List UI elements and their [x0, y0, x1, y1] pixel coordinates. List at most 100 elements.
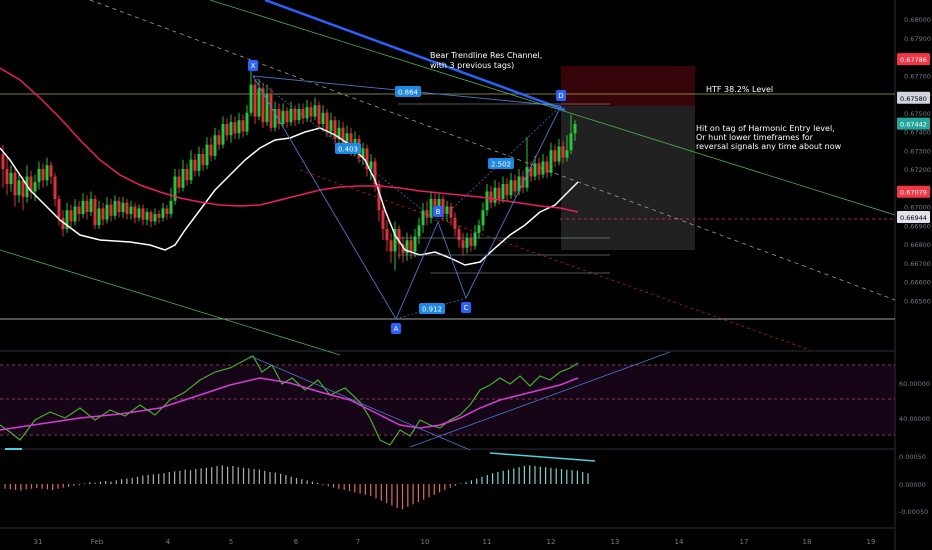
harmonic-leg: [437, 221, 467, 299]
candle-body: [489, 191, 493, 203]
candle-body: [313, 105, 317, 117]
candle-body: [109, 204, 113, 216]
red-dashed-line: [299, 169, 811, 351]
candle-body: [417, 225, 421, 237]
harmonic-ratio-label: 0.864: [398, 89, 419, 97]
candle-body: [53, 176, 57, 199]
harmonic-point-d-badge: [556, 90, 566, 101]
candle-body: [177, 176, 181, 188]
histogram-tick-label: -0.00050: [899, 508, 928, 516]
time-tick-label: 11: [483, 538, 492, 546]
histogram-tick-label: 0.00000: [899, 481, 926, 489]
candle-body: [161, 208, 165, 218]
candle-body: [33, 182, 37, 192]
candle-body: [449, 206, 453, 218]
harmonic-ratio-badge: [335, 143, 361, 154]
candle-body: [149, 212, 153, 222]
candle-body: [453, 217, 457, 229]
candle-body: [1, 154, 5, 169]
candle-body: [373, 161, 377, 184]
candle-body: [261, 88, 265, 123]
candle-body: [341, 127, 345, 145]
channel-upper-line: [209, 0, 896, 216]
candle-body: [369, 161, 373, 169]
candle-body: [49, 165, 53, 177]
candle-body: [169, 200, 173, 214]
candle-body: [297, 109, 301, 121]
bear-trendline: [264, 0, 566, 112]
candle-body: [493, 187, 497, 203]
price-tick-label: 0.67900: [904, 35, 931, 43]
harmonic-point-b-label: B: [436, 208, 441, 216]
harmonic-ratio-label: 0.403: [338, 146, 358, 154]
harmonic-point-c-badge: [461, 302, 471, 313]
sma-line: [0, 67, 579, 213]
candle-body: [77, 206, 81, 214]
annotation-entry-3: reversal signals any time about now: [696, 142, 842, 151]
harmonic-leg: [252, 75, 397, 320]
candle-body: [185, 169, 189, 181]
candle-body: [517, 176, 521, 192]
candle-body: [573, 124, 577, 134]
oscillator-tick-label: 60.00000: [899, 380, 930, 388]
candle-body: [213, 135, 217, 156]
candle-body: [381, 210, 385, 229]
candle-body: [265, 94, 269, 123]
candle-body: [425, 210, 429, 218]
candle-body: [249, 84, 253, 113]
price-tick-label: 0.66800: [904, 241, 931, 249]
candle-body: [469, 238, 473, 246]
candle-body: [201, 154, 205, 166]
harmonic-ratio-badge: [419, 303, 445, 314]
harmonic-point-c-label: C: [464, 304, 469, 312]
candle-body: [133, 206, 137, 218]
candle-body: [145, 212, 149, 220]
candle-body: [173, 176, 177, 201]
candle-body: [269, 94, 273, 128]
candle-body: [429, 199, 433, 218]
candle-body: [125, 202, 129, 214]
histogram-pane: [4, 448, 596, 510]
candle-body: [65, 210, 69, 229]
histogram-tick-label: 0.00050: [899, 453, 926, 461]
annotation-entry-2: Or hunt lower timeframes for: [696, 133, 814, 142]
price-tick-label: 0.66700: [904, 260, 931, 268]
indicators-layer: [0, 67, 579, 266]
last-price-label: 0.67442: [900, 121, 927, 129]
candle-body: [509, 180, 513, 196]
candle-body: [329, 120, 333, 132]
candles-layer: [1, 65, 577, 271]
candle-body: [541, 161, 545, 175]
candle-body: [165, 208, 169, 214]
candle-body: [237, 120, 241, 134]
time-tick-label: 5: [229, 538, 233, 546]
candle-body: [389, 240, 393, 252]
candle-body: [69, 210, 73, 222]
drawings-layer: [0, 0, 896, 356]
candle-body: [409, 240, 413, 252]
candle-body: [45, 165, 49, 181]
harmonic-point-a-label: A: [394, 325, 399, 333]
candle-body: [533, 163, 537, 177]
candle-body: [113, 200, 117, 216]
candle-body: [281, 110, 285, 124]
axes-layer: 0.680000.679000.678000.677000.676000.675…: [34, 16, 931, 546]
oscillator-trendline: [409, 351, 671, 448]
time-tick-label: 13: [611, 538, 620, 546]
time-tick-label: 19: [867, 538, 876, 546]
candle-body: [85, 200, 89, 213]
candle-body: [365, 148, 369, 169]
oscillator-band: [0, 365, 895, 435]
candle-body: [433, 199, 437, 207]
htf-level-price-badge: [897, 53, 930, 66]
candle-body: [405, 240, 409, 254]
candle-body: [485, 191, 489, 211]
candle-body: [497, 187, 501, 199]
candle-body: [221, 124, 225, 145]
candle-body: [393, 229, 397, 252]
oscillator-signal-line: [0, 377, 579, 431]
target-zone: [561, 106, 695, 250]
candle-body: [29, 176, 33, 192]
candle-body: [549, 150, 553, 173]
